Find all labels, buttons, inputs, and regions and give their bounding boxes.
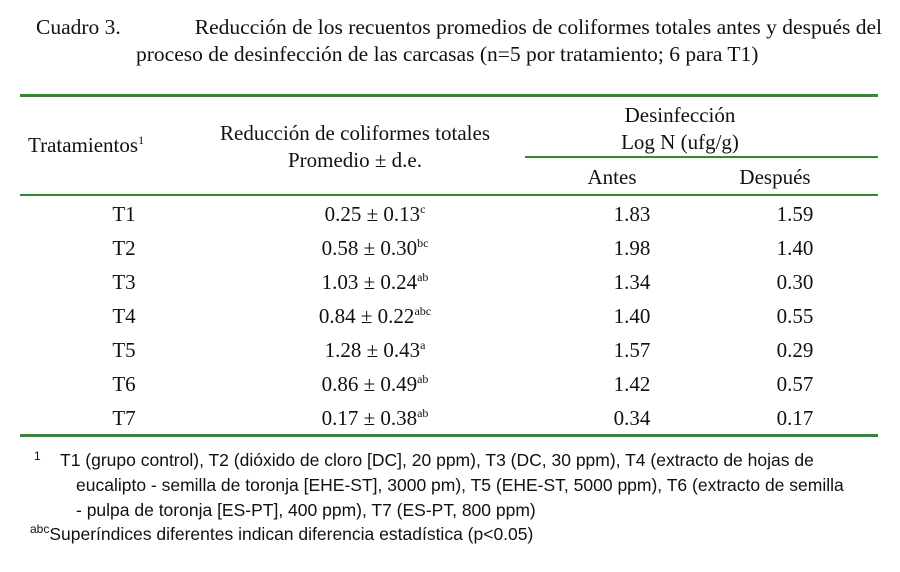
table-row: T1 0.25 ± 0.13c 1.83 1.59 [20,198,878,232]
table-top-rule [20,94,878,97]
footnote-1-mark: 1 [34,449,41,463]
header-before: Antes [587,165,637,189]
cell-reduction-sup: c [420,202,426,216]
cell-before: 1.42 [613,372,651,396]
cell-treatment: T6 [112,372,136,396]
table-row: T6 0.86 ± 0.49ab 1.42 0.57 [20,368,878,402]
header-reduction-line-1: Reducción de coliformes totales [220,121,490,145]
cell-after: 1.40 [776,236,814,260]
cell-reduction-value: 0.17 ± 0.38 [321,406,418,430]
header-disinfection-line-1: Desinfección [624,103,736,127]
cell-before: 1.83 [613,202,651,226]
table-row: T3 1.03 ± 0.24ab 1.34 0.30 [20,266,878,300]
header-reduction-line-2: Promedio ± d.e. [287,148,422,172]
cell-reduction-sup: ab [417,372,429,386]
cell-treatment: T2 [112,236,136,260]
table-row: T7 0.17 ± 0.38ab 0.34 0.17 [20,402,878,436]
footnote-2-mark: abc [30,522,50,537]
cell-before: 0.34 [613,406,651,430]
cell-reduction-sup: bc [417,236,429,250]
caption-number: Cuadro 3. [36,15,121,39]
cell-reduction-sup: abc [414,304,432,318]
cell-before: 1.57 [613,338,651,362]
cell-reduction-value: 0.84 ± 0.22 [318,304,415,328]
header-treatment-label: Tratamientos [28,133,139,157]
header-treatment: Tratamientos1 [28,132,160,159]
caption-title-line-1: Reducción de los recuentos promedios de … [194,15,882,39]
cell-reduction-value: 0.58 ± 0.30 [321,236,418,260]
cell-reduction-sup: a [420,338,426,352]
table-row: T2 0.58 ± 0.30bc 1.98 1.40 [20,232,878,266]
cell-reduction: 0.25 ± 0.13c [225,202,525,227]
footnote-2: abcSuperíndices diferentes indican difer… [30,522,880,547]
cell-reduction: 0.86 ± 0.49ab [225,372,525,397]
cell-treatment: T3 [112,270,136,294]
footnote-1-line-2: eucalipto - semilla de toronja [EHE-ST],… [76,475,844,495]
footnote-1: 1 T1 (grupo control), T2 (dióxido de clo… [34,448,880,523]
cell-after: 1.59 [776,202,814,226]
footnote-1-line-1: T1 (grupo control), T2 (dióxido de cloro… [60,450,814,470]
footnote-2-text: Superíndices diferentes indican diferenc… [49,524,534,544]
cell-reduction: 1.03 ± 0.24ab [225,270,525,295]
cell-reduction: 0.84 ± 0.22abc [225,304,525,329]
table-caption: Cuadro 3. Reducción de los recuentos pro… [36,14,882,68]
cell-treatment: T5 [112,338,136,362]
cell-after: 0.29 [776,338,814,362]
cell-after: 0.30 [776,270,814,294]
cell-reduction-value: 1.28 ± 0.43 [324,338,421,362]
cell-reduction: 1.28 ± 0.43a [225,338,525,363]
header-disinfection: Desinfección Log N (ufg/g) [560,102,800,156]
header-bottom-rule [20,194,878,196]
header-reduction: Reducción de coliformes totales Promedio… [205,120,505,174]
header-after: Después [739,165,811,189]
cell-reduction-value: 0.25 ± 0.13 [324,202,421,226]
cell-treatment: T7 [112,406,136,430]
cell-after: 0.17 [776,406,814,430]
header-disinfection-line-2: Log N (ufg/g) [621,130,739,154]
footnote-1-line-3: - pulpa de toronja [ES-PT], 400 ppm), T7… [76,500,536,520]
cell-reduction-value: 1.03 ± 0.24 [321,270,418,294]
header-treatment-sup: 1 [138,133,145,147]
cell-reduction: 0.58 ± 0.30bc [225,236,525,261]
table-row: T4 0.84 ± 0.22abc 1.40 0.55 [20,300,878,334]
cell-reduction-value: 0.86 ± 0.49 [321,372,418,396]
cell-reduction-sup: ab [417,406,429,420]
cell-before: 1.40 [613,304,651,328]
disinfection-subheader-rule [525,156,878,158]
cell-reduction: 0.17 ± 0.38ab [225,406,525,431]
caption-line-1: Cuadro 3. Reducción de los recuentos pro… [36,14,882,41]
cell-treatment: T1 [112,202,136,226]
cell-after: 0.57 [776,372,814,396]
table-row: T5 1.28 ± 0.43a 1.57 0.29 [20,334,878,368]
cell-before: 1.98 [613,236,651,260]
cell-treatment: T4 [112,304,136,328]
cell-after: 0.55 [776,304,814,328]
caption-title-line-2: proceso de desinfección de las carcasas … [136,42,759,66]
cell-before: 1.34 [613,270,651,294]
table-bottom-rule [20,434,878,437]
cell-reduction-sup: ab [417,270,429,284]
